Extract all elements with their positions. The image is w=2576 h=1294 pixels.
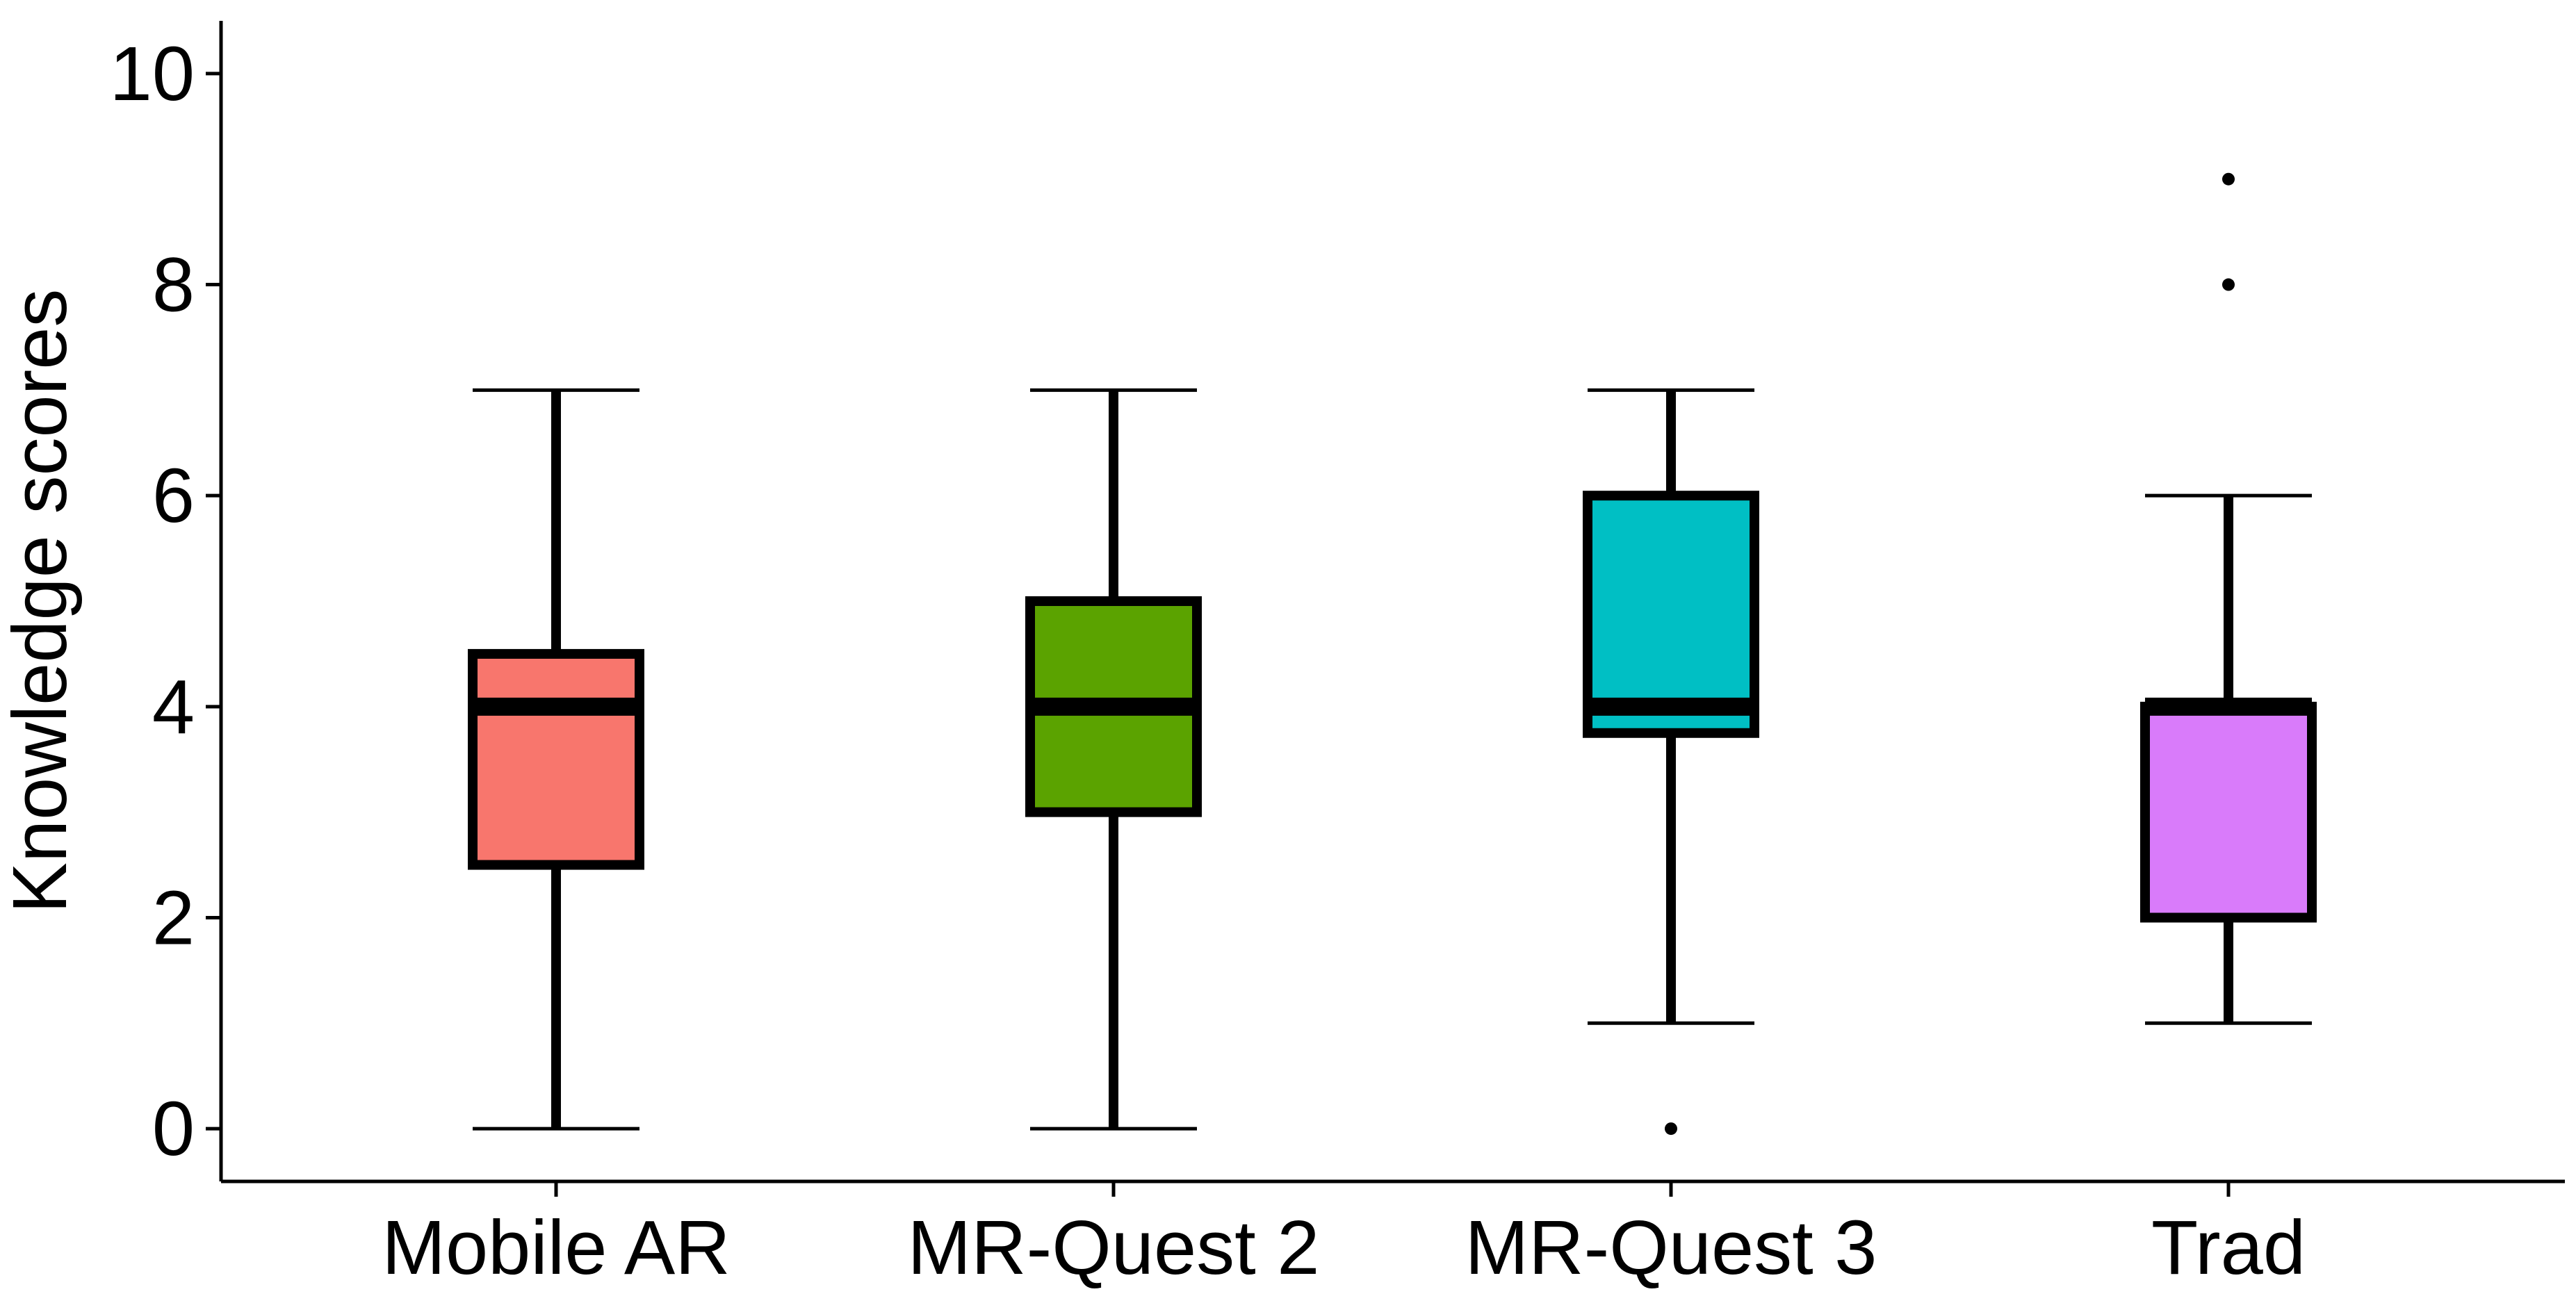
axes xyxy=(219,21,2565,1184)
y-tick-label: 4 xyxy=(152,664,195,750)
outlier-point xyxy=(2222,172,2235,186)
outlier-point xyxy=(1665,1122,1677,1136)
x-tick-label: Mobile AR xyxy=(382,1205,730,1291)
box-mr-quest-3 xyxy=(1583,388,1759,1136)
x-tick-label: MR-Quest 2 xyxy=(908,1205,1320,1291)
y-tick-label: 10 xyxy=(110,31,195,117)
box-mr-quest-2 xyxy=(1025,388,1202,1131)
box-mobile-ar xyxy=(468,388,644,1131)
boxes xyxy=(468,172,2317,1136)
box-iqr xyxy=(2140,701,2317,923)
y-tick-label: 2 xyxy=(152,875,195,960)
y-axis-title: Knowledge scores xyxy=(0,289,83,914)
box-iqr xyxy=(468,648,644,870)
x-tick-label: MR-Quest 3 xyxy=(1465,1205,1877,1291)
box-trad xyxy=(2140,172,2317,1025)
y-tick-label: 6 xyxy=(152,453,195,539)
x-tick-label: Trad xyxy=(2151,1205,2306,1291)
x-ticks: Mobile AR MR-Quest 2 MR-Quest 3 Trad xyxy=(382,1181,2306,1291)
y-ticks: 0 2 4 6 8 10 xyxy=(110,31,221,1172)
outlier-point xyxy=(2222,278,2235,291)
box-iqr xyxy=(1583,491,1759,738)
y-tick-label: 0 xyxy=(152,1086,195,1172)
y-tick-label: 8 xyxy=(152,243,195,328)
